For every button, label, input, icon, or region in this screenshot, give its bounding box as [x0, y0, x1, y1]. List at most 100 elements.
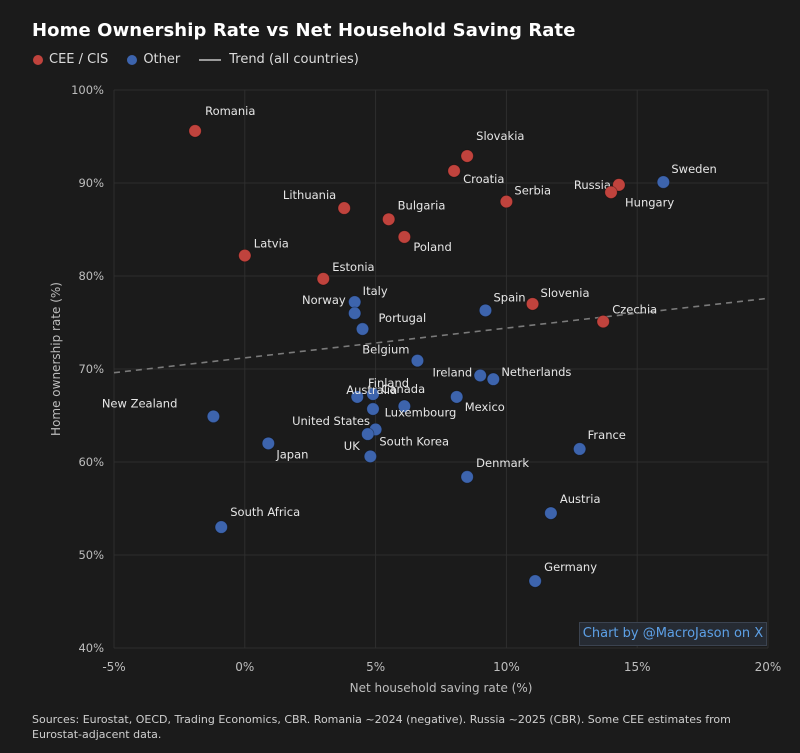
data-label: Slovakia [476, 129, 524, 143]
data-label: Luxembourg [385, 405, 457, 419]
x-tick-label: 0% [235, 660, 254, 674]
y-tick-label: 40% [78, 641, 104, 655]
data-point-czechia [596, 314, 610, 329]
data-label: UK [344, 439, 360, 453]
data-point-france [573, 442, 587, 456]
legend-trend-marker [199, 58, 222, 61]
data-label: Romania [205, 104, 255, 118]
x-tick-label: 10% [493, 660, 520, 674]
data-label: Hungary [625, 195, 674, 209]
x-tick-label: 15% [624, 660, 651, 674]
legend-trend-label: Trend (all countries) [229, 52, 359, 67]
legend-other-marker [127, 54, 138, 65]
data-label: South Africa [230, 505, 300, 519]
data-point-japan [261, 436, 275, 450]
data-label: Germany [544, 560, 597, 574]
x-tick-label: 20% [755, 660, 782, 674]
data-label: Belgium [362, 343, 409, 357]
data-point-slovakia [460, 149, 474, 163]
y-tick-label: 50% [78, 548, 104, 562]
data-point-belgium [410, 354, 425, 368]
data-label: Spain [493, 290, 525, 304]
data-label: Slovenia [541, 286, 590, 300]
chart-title: Home Ownership Rate vs Net Household Sav… [32, 20, 576, 41]
data-point-austria [544, 506, 558, 520]
legend-other-label: Other [143, 52, 181, 67]
data-point-finland [366, 387, 380, 401]
credit-badge: Chart by @MacroJason on X [579, 622, 767, 646]
data-label: Poland [413, 240, 451, 254]
y-tick-label: 80% [78, 269, 104, 283]
data-label: Sweden [671, 162, 716, 176]
data-label: Ireland [432, 366, 472, 380]
data-label: South Korea [379, 434, 449, 448]
data-label: Norway [302, 293, 346, 307]
data-point-russia [612, 178, 626, 192]
x-tick-label: -5% [102, 660, 125, 674]
data-point-new-zealand [206, 409, 221, 424]
legend-cee-label: CEE / CIS [49, 52, 109, 67]
data-point-denmark [460, 470, 474, 484]
legend-item-other: Other [127, 52, 180, 67]
data-point-slovenia [525, 297, 540, 311]
y-tick-label: 90% [78, 176, 104, 190]
legend-item-cee: CEE / CIS [33, 52, 108, 67]
data-label: Bulgaria [398, 198, 446, 212]
data-point-bulgaria [382, 212, 396, 226]
data-label: Russia [574, 178, 611, 192]
data-label: Japan [275, 447, 308, 461]
data-label: New Zealand [102, 396, 178, 410]
trend-line [113, 297, 769, 374]
data-point-croatia [447, 164, 461, 178]
y-tick-label: 60% [78, 455, 104, 469]
data-point-sweden [656, 175, 670, 189]
data-point-italy [348, 295, 362, 309]
data-point-germany [528, 574, 542, 588]
x-axis-label: Net household saving rate (%) [350, 681, 533, 695]
data-label: Latvia [254, 237, 289, 251]
legend-item-trend: Trend (all countries) [199, 52, 359, 67]
data-point-australia [350, 390, 364, 404]
data-point-norway [348, 306, 362, 320]
data-label: Croatia [463, 172, 504, 186]
data-label: Canada [381, 382, 425, 396]
data-point-portugal [355, 322, 370, 336]
data-point-south-africa [214, 520, 228, 534]
data-point-poland [397, 230, 411, 244]
data-point-latvia [238, 248, 252, 263]
data-point-netherlands [486, 372, 500, 386]
data-label: Estonia [332, 260, 374, 274]
x-tick-label: 5% [366, 660, 385, 674]
legend-cee-marker [33, 54, 43, 65]
data-point-uk [361, 427, 375, 441]
sources-note: Sources: Eurostat, OECD, Trading Economi… [32, 713, 731, 741]
y-tick-label: 100% [71, 83, 104, 97]
data-label: Italy [363, 284, 388, 298]
data-label: Netherlands [501, 365, 571, 379]
data-point-canada [397, 399, 411, 413]
data-point-spain [478, 303, 493, 318]
data-label: France [588, 428, 626, 442]
legend: CEE / CIS Other Trend (all countries) [33, 52, 378, 67]
data-label: Serbia [514, 184, 551, 198]
data-label: Denmark [476, 456, 529, 470]
data-point-hungary [604, 185, 618, 199]
data-label: Austria [560, 492, 601, 506]
data-label: Lithuania [283, 188, 336, 202]
data-point-serbia [499, 195, 513, 209]
data-point-romania [188, 124, 202, 138]
data-point-estonia [316, 272, 330, 286]
data-point-lithuania [337, 201, 351, 215]
y-tick-label: 70% [78, 362, 104, 376]
data-point-united-states [366, 402, 380, 416]
data-label: Portugal [379, 311, 427, 325]
data-label: Czechia [612, 303, 657, 317]
data-label: Australia [346, 383, 397, 397]
data-label: Mexico [465, 400, 505, 414]
data-point-ireland [473, 368, 487, 383]
data-point-mexico [450, 390, 464, 404]
data-label: Finland [368, 376, 409, 390]
data-point-south-korea [363, 449, 377, 464]
